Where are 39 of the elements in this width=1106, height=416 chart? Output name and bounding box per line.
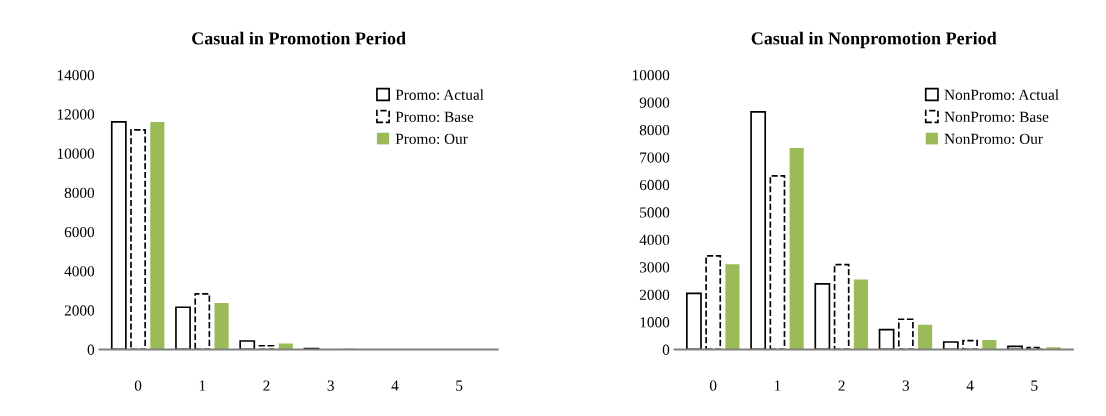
y-tick-label: 4000	[639, 234, 670, 246]
y-tick-label: 4000	[64, 266, 95, 277]
y-tick-label: 10000	[57, 148, 95, 159]
legend-label: Promo: Base	[395, 111, 474, 123]
y-tick-label: 12000	[57, 109, 95, 120]
x-tick-label: 0	[134, 380, 142, 391]
x-tick-label: 1	[774, 380, 781, 391]
y-tick-label: 10000	[632, 70, 670, 81]
legend-label: Promo: Actual	[395, 89, 484, 100]
x-tick-label: 5	[1031, 380, 1038, 391]
y-tick-label: 5000	[640, 207, 670, 218]
x-tick-label: 2	[263, 380, 270, 391]
y-tick-label: 7000	[640, 152, 670, 163]
y-tick-label: 6000	[64, 226, 95, 238]
y-tick-label: 2000	[639, 289, 670, 300]
y-tick-label: 0	[662, 344, 670, 355]
x-tick-label: 3	[327, 380, 334, 391]
y-tick-label: 9000	[639, 97, 670, 108]
x-tick-label: 3	[902, 380, 910, 391]
y-tick-label: 8000	[64, 187, 95, 198]
legend-label: NonPromo: Actual	[944, 89, 1059, 100]
y-tick-label: 3000	[639, 262, 670, 273]
y-tick-label: 1000	[640, 317, 670, 328]
legend-label: NonPromo: Base	[944, 111, 1049, 123]
legend-label: Promo: Our	[395, 133, 468, 145]
y-tick-label: 6000	[639, 179, 670, 191]
x-tick-label: 0	[709, 380, 717, 391]
x-tick-label: 4	[391, 380, 399, 391]
y-tick-label: 14000	[57, 70, 95, 81]
chart-title: Casual in Promotion Period	[192, 31, 406, 45]
chart-title: Casual in Nonpromotion Period	[751, 31, 997, 49]
y-tick-label: 0	[87, 344, 95, 355]
x-tick-label: 2	[838, 380, 845, 391]
x-tick-label: 4	[966, 380, 974, 391]
x-tick-label: 1	[199, 380, 206, 391]
y-tick-label: 8000	[639, 124, 670, 136]
y-tick-label: 2000	[64, 305, 95, 316]
legend-label: NonPromo: Our	[944, 133, 1043, 145]
x-tick-label: 5	[456, 380, 463, 391]
